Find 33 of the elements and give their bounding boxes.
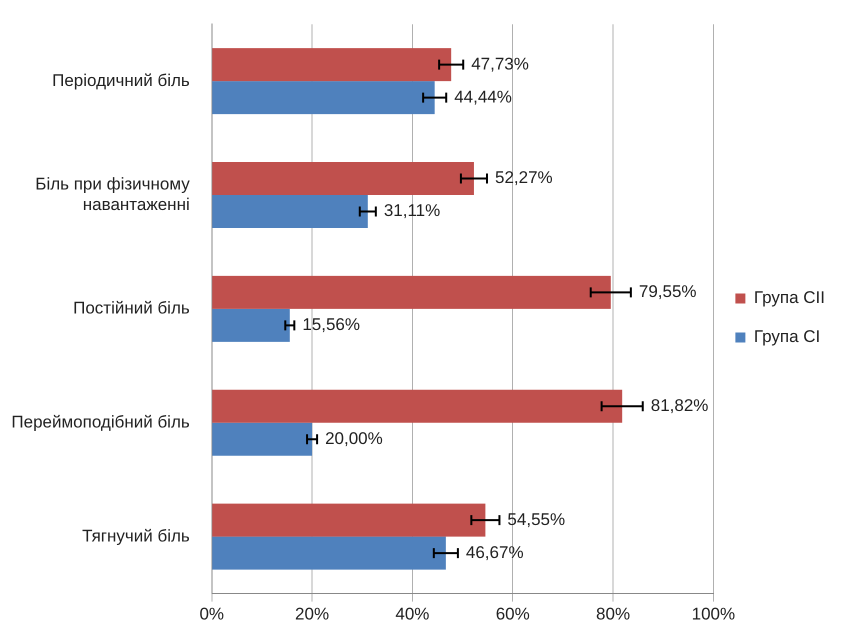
bar [212,195,368,228]
data-label: 47,73% [471,54,529,74]
data-label: 52,27% [494,168,553,188]
x-tick-label: 60% [496,604,530,624]
bar [212,308,290,342]
data-label: 15,56% [302,315,360,334]
bar [212,504,486,537]
y-tick-label: Переймоподібний біль [11,412,190,432]
data-label: 46,67% [466,542,524,562]
bar [212,276,611,309]
x-tick-label: 100% [692,604,736,624]
bar [212,390,622,423]
data-label: 79,55% [638,282,697,302]
y-tick-label: Біль при фізичному навантаженні [35,174,190,214]
data-label: 44,44% [454,87,512,106]
bar [212,48,452,82]
y-tick-label: Постійний біль [73,298,190,318]
legend-label: Група CII [754,288,826,308]
x-tick-label: 40% [395,604,430,624]
bar [212,422,312,456]
bar [212,162,474,196]
data-label: 54,55% [507,510,566,529]
x-tick-label: 20% [295,604,330,624]
y-tick-label: Тягнучий біль [82,526,190,546]
x-tick-label: 0% [199,604,224,624]
y-tick-label: Періодичний біль [52,70,190,90]
data-label: 20,00% [325,428,383,448]
bar [212,536,446,570]
data-label: 31,11% [384,201,440,220]
legend-label: Група CI [754,327,820,346]
data-label: 81,82% [650,396,708,415]
x-tick-label: 80% [596,604,630,624]
bar [212,81,435,114]
